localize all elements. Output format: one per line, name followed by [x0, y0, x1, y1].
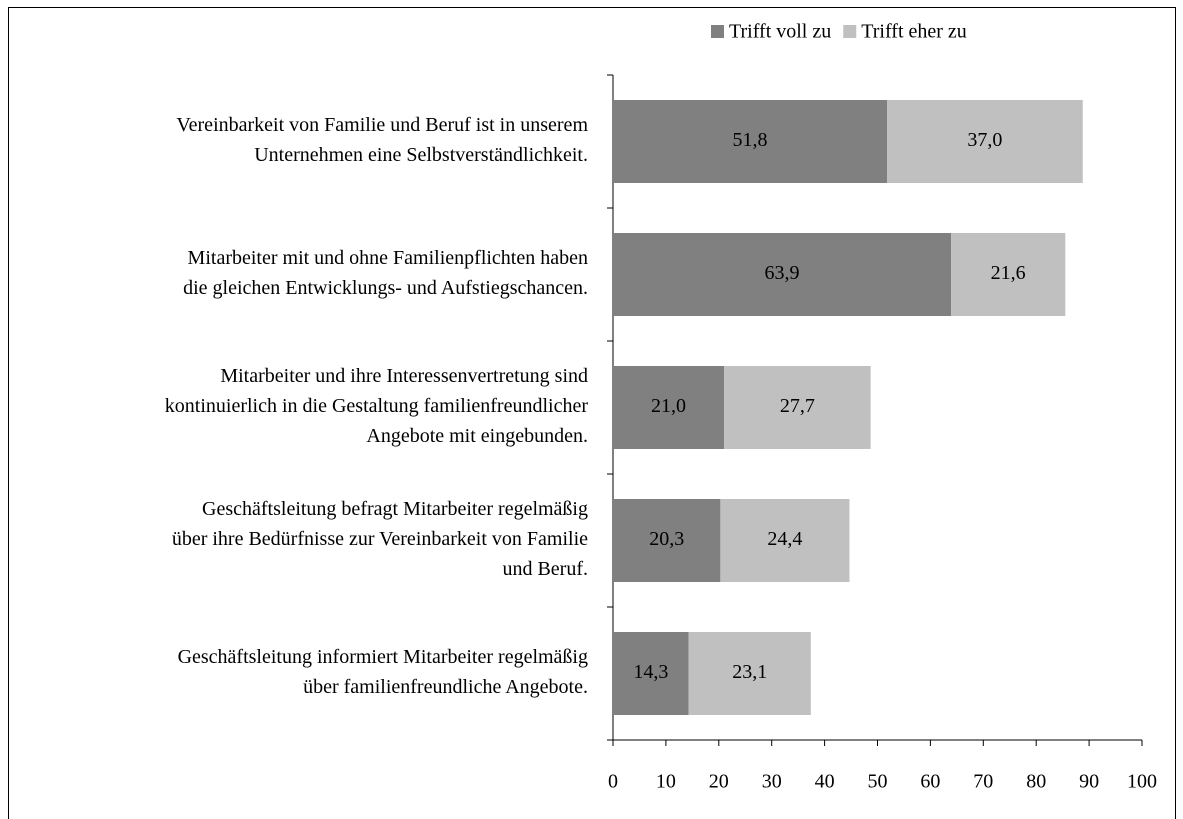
value-label: 21,6 [991, 262, 1026, 284]
bar-segment [613, 100, 888, 183]
value-label: 51,8 [733, 129, 768, 151]
bar-segment [613, 499, 721, 582]
category-label: über familienfreundliche Angebote. [303, 676, 588, 698]
category-label: Geschäftsleitung informiert Mitarbeiter … [178, 646, 588, 668]
legend-swatch [711, 25, 724, 38]
x-tick-label: 60 [920, 771, 940, 793]
category-label: und Beruf. [502, 558, 588, 580]
bar-segment [688, 632, 811, 715]
value-label: 27,7 [780, 395, 815, 417]
legend-swatch [843, 25, 857, 38]
x-tick-label: 20 [709, 771, 729, 793]
bar-segment [887, 100, 1083, 183]
bar-segment [951, 233, 1066, 316]
category-label: Vereinbarkeit von Familie und Beruf ist … [176, 114, 588, 136]
value-label: 63,9 [765, 262, 800, 284]
x-tick-label: 70 [973, 771, 993, 793]
category-label: Mitarbeiter mit und ohne Familienpflicht… [188, 247, 588, 269]
legend-label: Trifft voll zu [729, 21, 831, 43]
category-label: Angebote mit eingebunden. [366, 425, 588, 447]
category-label: die gleichen Entwicklungs- und Aufstiegs… [183, 277, 588, 299]
bar-segment [613, 632, 689, 715]
bar-segment [613, 366, 725, 449]
category-label: über ihre Bedürfnisse zur Vereinbarkeit … [172, 528, 588, 550]
x-tick-label: 80 [1026, 771, 1046, 793]
value-label: 21,0 [651, 395, 686, 417]
x-tick-label: 90 [1079, 771, 1099, 793]
value-label: 20,3 [649, 528, 684, 550]
x-tick-label: 100 [1127, 771, 1157, 793]
value-label: 37,0 [967, 129, 1002, 151]
value-label: 23,1 [732, 661, 767, 683]
x-tick-label: 50 [868, 771, 888, 793]
category-label: Mitarbeiter und ihre Interessenvertretun… [220, 365, 588, 387]
x-tick-label: 30 [762, 771, 782, 793]
category-label: Geschäftsleitung befragt Mitarbeiter reg… [202, 498, 588, 520]
value-label: 14,3 [633, 661, 668, 683]
bar-segment [720, 499, 850, 582]
frame [8, 7, 1176, 819]
x-tick-label: 0 [608, 771, 618, 793]
value-label: 24,4 [767, 528, 802, 550]
category-label: Unternehmen eine Selbstverständlichkeit. [254, 144, 588, 166]
bar-segment [613, 233, 952, 316]
category-label: kontinuierlich in die Gestaltung familie… [165, 395, 589, 417]
bar-segment [724, 366, 871, 449]
x-tick-label: 10 [656, 771, 676, 793]
legend-label: Trifft eher zu [861, 21, 967, 43]
x-tick-label: 40 [815, 771, 835, 793]
